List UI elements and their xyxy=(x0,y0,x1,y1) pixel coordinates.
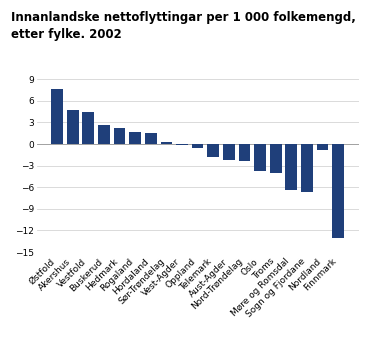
Bar xyxy=(254,144,266,171)
Bar xyxy=(129,132,141,144)
Bar xyxy=(176,144,188,145)
Bar xyxy=(114,128,126,144)
Bar xyxy=(270,144,281,173)
Bar xyxy=(208,144,219,157)
Bar xyxy=(161,142,172,144)
Bar xyxy=(82,112,94,144)
Bar xyxy=(51,89,63,144)
Bar xyxy=(145,133,157,144)
Bar xyxy=(98,125,110,144)
Bar xyxy=(239,144,250,161)
Bar xyxy=(332,144,344,238)
Bar xyxy=(317,144,328,150)
Text: Innanlandske nettoflyttingar per 1 000 folkemengd,
etter fylke. 2002: Innanlandske nettoflyttingar per 1 000 f… xyxy=(11,11,356,41)
Bar xyxy=(285,144,297,190)
Bar xyxy=(67,110,79,144)
Bar xyxy=(192,144,203,148)
Bar xyxy=(301,144,313,192)
Bar xyxy=(223,144,235,160)
